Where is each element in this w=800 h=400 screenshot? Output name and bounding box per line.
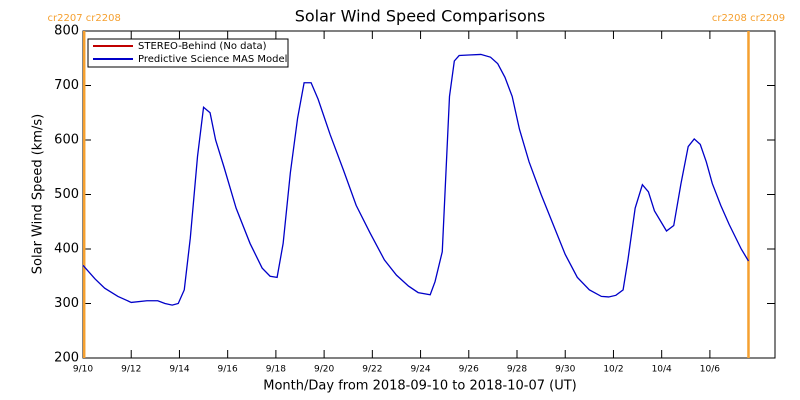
x-axis-label: Month/Day from 2018-09-10 to 2018-10-07 …: [263, 379, 576, 394]
x-tick-label: 9/26: [459, 365, 479, 375]
legend-label: Predictive Science MAS Model: [138, 54, 287, 65]
x-tick-label: 9/30: [555, 365, 575, 375]
series-line: [82, 53, 750, 306]
x-tick-label: 10/2: [603, 365, 623, 375]
y-tick-label: 700: [54, 78, 79, 93]
x-tick-label: 9/16: [218, 365, 238, 375]
x-tick-label: 9/12: [121, 365, 141, 375]
y-tick-label: 200: [54, 351, 79, 366]
y-tick-label: 600: [54, 133, 79, 148]
x-tick-label: 9/18: [266, 365, 286, 375]
rotation-label: cr2208 cr2209: [712, 13, 785, 24]
x-tick-label: 9/14: [169, 365, 189, 375]
y-tick-label: 800: [54, 24, 79, 39]
x-tick-label: 9/28: [507, 365, 527, 375]
x-tick-label: 9/24: [410, 365, 430, 375]
plot-frame: [82, 30, 776, 359]
legend-box: [87, 38, 289, 68]
y-axis-label: Solar Wind Speed (km/s): [31, 114, 46, 274]
chart-title: Solar Wind Speed Comparisons: [295, 7, 546, 26]
x-tick-label: 9/10: [73, 365, 93, 375]
rotation-label: cr2207 cr2208: [48, 13, 121, 24]
legend-label: STEREO-Behind (No data): [138, 41, 267, 52]
x-tick-label: 10/6: [700, 365, 720, 375]
y-tick-label: 300: [54, 296, 79, 311]
x-tick-label: 10/4: [652, 365, 672, 375]
y-tick-label: 400: [54, 242, 79, 257]
x-tick-label: 9/20: [314, 365, 334, 375]
x-tick-label: 9/22: [362, 365, 382, 375]
y-tick-label: 500: [54, 187, 79, 202]
